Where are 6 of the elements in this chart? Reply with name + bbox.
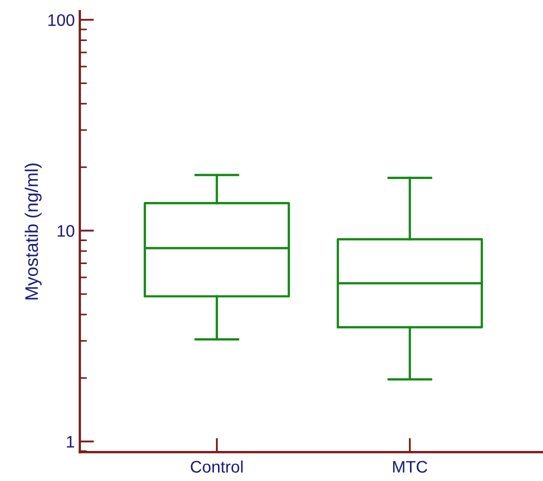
x-tick-label: MTC xyxy=(393,460,428,473)
y-tick-label: 100 xyxy=(48,14,74,26)
x-tick-label: Control xyxy=(190,460,243,473)
y-tick-label: 1 xyxy=(66,436,74,448)
y-tick-label: 10 xyxy=(58,225,74,237)
y-axis-title: Myostatib (ng/ml) xyxy=(24,163,42,300)
